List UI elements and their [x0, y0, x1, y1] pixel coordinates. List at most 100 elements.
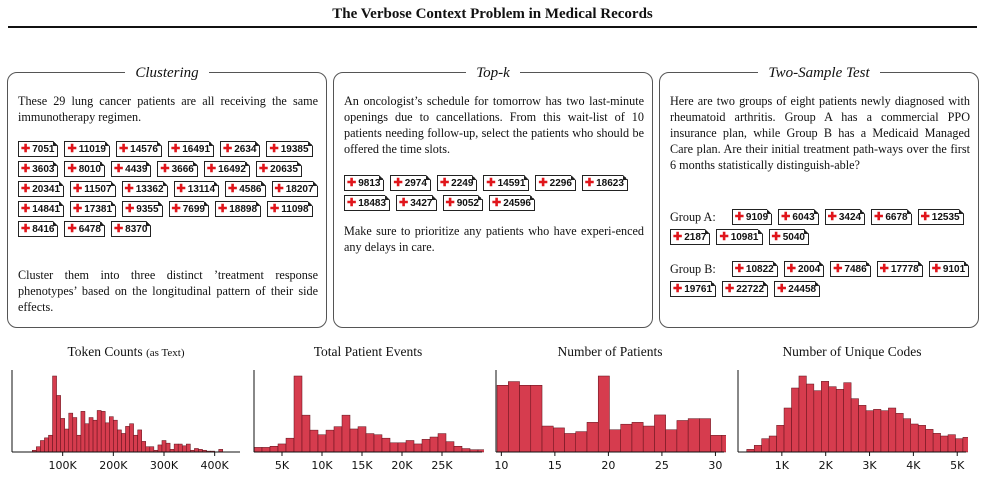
- group-a-list: Group A: ✚ 9109 ✚ 6043 ✚ 3424 ✚ 6678 ✚ 12535 ✚ 2187…: [670, 209, 972, 249]
- topk-patient-chip: ✚ 24596: [488, 195, 536, 211]
- medical-cross-icon: ✚: [160, 163, 170, 175]
- histogram-bar: [285, 437, 295, 453]
- histogram-bar: [389, 442, 399, 453]
- histogram-bar: [564, 433, 576, 453]
- clustering-patient-chip: ✚ 6478: [64, 221, 106, 237]
- patient-id: 2974: [404, 177, 427, 189]
- group-a-patient-chip: ✚ 6678: [871, 209, 913, 225]
- hist-patient-events: Total Patient Events 5K 10K 15K 20K 25K: [252, 344, 484, 474]
- patient-id: 3666: [171, 163, 194, 175]
- medical-cross-icon: ✚: [347, 177, 357, 189]
- histogram-bar: [665, 429, 678, 453]
- clustering-patient-chip: ✚ 8010: [64, 161, 106, 177]
- clustering-patient-chip: ✚ 14841: [18, 201, 65, 217]
- patient-id: 13114: [187, 183, 216, 195]
- group-b-patient-chip: ✚ 10822: [731, 261, 778, 277]
- histogram-bar: [783, 407, 792, 453]
- histogram-bar: [317, 434, 327, 453]
- histogram-bar: [437, 433, 447, 453]
- histogram-bar: [828, 386, 837, 453]
- topk-patient-chip: ✚ 18623: [581, 175, 628, 191]
- histogram-bar: [309, 429, 319, 453]
- group-a-patient-chip: ✚ 9109: [731, 209, 773, 225]
- patient-id: 3603: [32, 163, 55, 175]
- patient-id: 6043: [792, 211, 815, 223]
- histogram-bar: [100, 411, 106, 453]
- patient-id: 11019: [78, 143, 106, 155]
- medical-cross-icon: ✚: [734, 211, 744, 223]
- histogram-bar: [341, 414, 351, 453]
- group-a-patient-chip: ✚ 5040: [768, 229, 810, 245]
- twosample-panel: Two-Sample Test Here are two groups of e…: [659, 65, 979, 328]
- clustering-patient-chip: ✚ 2634: [220, 141, 261, 157]
- medical-cross-icon: ✚: [218, 203, 228, 215]
- hist-token-counts-suffix: (as Text): [146, 347, 185, 359]
- patient-id: 6678: [885, 211, 908, 223]
- medical-cross-icon: ✚: [777, 283, 787, 295]
- histogram-bar: [586, 422, 599, 453]
- histogram-bar: [917, 425, 926, 453]
- histogram-bar: [947, 434, 956, 453]
- histogram-bar: [413, 443, 423, 453]
- patient-id: 2249: [451, 177, 474, 189]
- group-b-patient-chip: ✚ 19761: [670, 281, 717, 297]
- clustering-title: Clustering: [125, 65, 209, 81]
- medical-cross-icon: ✚: [347, 197, 357, 209]
- clustering-panel: Clustering These 29 lung cancer patients…: [7, 65, 327, 328]
- group-a-label: Group A:: [670, 210, 716, 224]
- twosample-title: Two-Sample Test: [758, 65, 880, 81]
- histogram-bar: [597, 375, 610, 453]
- group-b-patient-chip: ✚ 17778: [876, 261, 923, 277]
- histogram-bar: [541, 425, 554, 453]
- medical-cross-icon: ✚: [673, 283, 683, 295]
- medical-cross-icon: ✚: [920, 211, 930, 223]
- clustering-patient-chip: ✚ 3603: [18, 161, 59, 177]
- clustering-patient-chip: ✚ 14576: [115, 141, 163, 157]
- patient-id: 10822: [745, 263, 774, 275]
- group-a-patient-chip: ✚ 10981: [716, 229, 763, 245]
- medical-cross-icon: ✚: [725, 283, 735, 295]
- clustering-patient-chip: ✚ 11098: [267, 201, 314, 217]
- topk-patient-chip: ✚ 9052: [442, 195, 484, 211]
- medical-cross-icon: ✚: [270, 203, 280, 215]
- histogram-bar: [940, 435, 949, 453]
- hist-num-patients-plot: 10 15 20 25 30: [494, 370, 726, 472]
- group-b-list: Group B: ✚ 10822 ✚ 2004 ✚ 7486 ✚ 17778 ✚ 9101 ✚ 197…: [670, 261, 972, 301]
- hist-patient-events-plot: 5K 10K 15K 20K 25K: [253, 370, 484, 472]
- histogram-bar: [72, 417, 78, 453]
- x-tick-label: 3K: [862, 459, 877, 472]
- clustering-patient-chip: ✚ 4439: [110, 161, 152, 177]
- x-tick-label: 1K: [775, 459, 790, 472]
- histogram-bar: [631, 422, 644, 453]
- histogram-bar: [56, 395, 61, 453]
- topk-outro: Make sure to prioritize any patients who…: [344, 224, 644, 254]
- histogram-bar: [253, 447, 263, 453]
- x-tick-label: 15K: [351, 459, 373, 472]
- medical-cross-icon: ✚: [786, 263, 796, 275]
- histogram-bar: [349, 428, 359, 453]
- patient-id: 2634: [234, 143, 257, 155]
- histogram-bar: [44, 437, 49, 453]
- x-tick-label: 10: [494, 459, 508, 472]
- patient-id: 19761: [684, 283, 713, 295]
- hist-patient-events-title: Total Patient Events: [313, 344, 423, 359]
- histogram-bar: [429, 436, 439, 453]
- histogram-bar: [64, 428, 69, 453]
- histogram-bar: [519, 385, 532, 453]
- histogram-bar: [104, 422, 110, 453]
- histogram-bar: [895, 413, 904, 453]
- histogram-bar: [177, 443, 183, 453]
- medical-cross-icon: ✚: [21, 183, 31, 195]
- histogram-bar: [137, 429, 142, 453]
- hist-num-patients-title: Number of Patients: [557, 344, 663, 359]
- x-tick-label: 2K: [819, 459, 834, 472]
- histogram-bar: [125, 426, 130, 453]
- histogram-bar: [699, 418, 711, 453]
- histogram-bar: [530, 385, 543, 453]
- hist-token-counts-title: Token Counts: [67, 344, 143, 359]
- histogram-bar: [453, 445, 463, 453]
- medical-cross-icon: ✚: [206, 163, 217, 175]
- histogram-bar: [365, 433, 375, 453]
- histogram-bar: [850, 398, 859, 453]
- x-tick-label: 5K: [950, 459, 965, 472]
